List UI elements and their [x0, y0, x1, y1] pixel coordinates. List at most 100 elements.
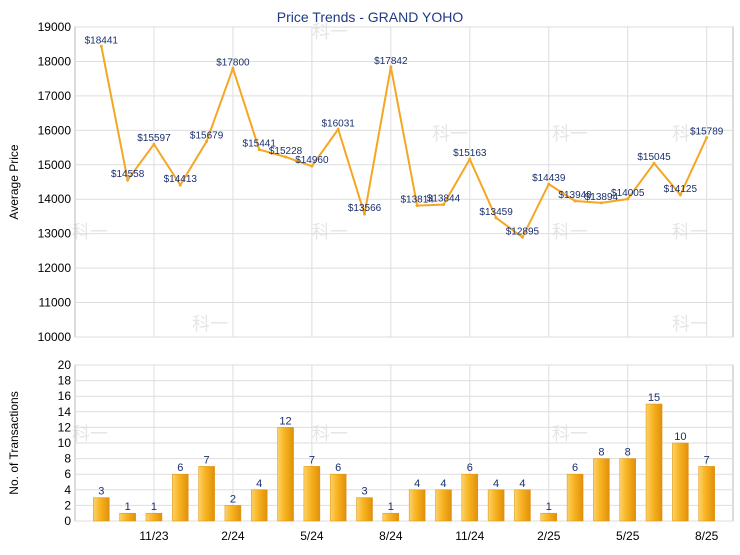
y-tick-label: 0 [64, 514, 71, 528]
price-data-label: $14960 [295, 155, 329, 166]
transaction-data-label: 7 [309, 454, 315, 466]
transaction-bar [619, 458, 636, 522]
price-point [363, 212, 367, 216]
price-data-label: $14005 [611, 188, 645, 199]
x-tick-label: 11/24 [455, 529, 484, 543]
price-data-label: $13459 [479, 207, 513, 218]
price-point [626, 197, 630, 201]
transaction-bar [250, 489, 268, 522]
watermark-text: 科一 [72, 424, 108, 444]
price-data-label: $18441 [85, 35, 119, 46]
y-axis-label: No. of Transactions [7, 391, 21, 494]
transaction-bar [566, 473, 584, 522]
x-tick-label: 8/24 [379, 529, 403, 543]
transaction-bar [93, 497, 110, 522]
y-tick-label: 11000 [39, 296, 72, 310]
price-point [468, 157, 472, 161]
transaction-bar [645, 403, 663, 522]
transaction-bar [145, 512, 163, 522]
price-panel: 10000 11000 12000 13000 14000 15000 16000 17000… [7, 20, 734, 344]
transaction-data-label: 2 [230, 493, 236, 505]
watermark-text: 科一 [312, 22, 348, 42]
price-data-label: $12895 [506, 226, 540, 237]
watermark-text: 科一 [312, 222, 348, 242]
transaction-data-label: 7 [704, 454, 710, 466]
price-point [126, 178, 130, 182]
price-point [494, 216, 498, 220]
price-data-label: $13949 [558, 190, 592, 201]
x-tick-label: 11/23 [139, 529, 168, 543]
transaction-data-label: 1 [151, 501, 157, 513]
price-point [652, 161, 656, 165]
y-tick-label: 18 [58, 374, 72, 388]
transaction-bar [461, 473, 479, 522]
y-axis-label: Average Price [7, 144, 21, 219]
transaction-bar [672, 442, 689, 522]
price-data-label: $14439 [532, 173, 566, 184]
transaction-data-label: 15 [648, 392, 660, 404]
price-line [100, 46, 708, 239]
price-data-label: $13814 [400, 195, 434, 206]
transaction-data-label: 10 [674, 431, 686, 443]
price-data-label: $17842 [374, 56, 408, 67]
x-tick-label: 5/25 [616, 529, 640, 543]
price-point [547, 182, 551, 186]
watermark-text: 科一 [192, 314, 228, 334]
transaction-bar [408, 489, 426, 522]
watermark-text: 科一 [432, 124, 468, 144]
y-tick-label: 14000 [38, 192, 72, 206]
transaction-bar [198, 466, 215, 522]
price-point [705, 136, 709, 140]
transaction-data-label: 4 [493, 478, 499, 490]
price-data-label: $13894 [585, 192, 619, 203]
transaction-bar [435, 489, 452, 522]
y-tick-label: 15000 [38, 158, 72, 172]
transaction-bar [119, 512, 136, 522]
chart-title: Price Trends - GRAND YOHO [277, 9, 464, 25]
price-point [257, 148, 261, 152]
transaction-data-label: 1 [388, 501, 394, 513]
transaction-data-label: 8 [598, 447, 604, 459]
price-data-label: $15228 [269, 146, 303, 157]
price-point [389, 65, 393, 69]
price-data-label: $13844 [427, 194, 461, 205]
transaction-bar [382, 512, 400, 522]
y-tick-label: 12 [58, 420, 72, 434]
price-data-label: $13566 [348, 203, 382, 214]
transaction-bar [303, 466, 321, 522]
y-tick-label: 6 [64, 467, 71, 481]
watermark-text: 科一 [672, 124, 708, 144]
y-tick-label: 13000 [38, 227, 72, 241]
price-point [520, 235, 524, 239]
y-tick-label: 12000 [38, 261, 72, 275]
transaction-data-label: 6 [467, 462, 473, 474]
watermark-text: 科一 [72, 222, 108, 242]
price-point [336, 127, 340, 131]
watermark-text: 科一 [672, 314, 708, 334]
price-data-label: $15163 [453, 148, 487, 159]
y-tick-label: 18000 [38, 54, 72, 68]
price-point [441, 203, 445, 207]
x-tick-label: 8/25 [695, 529, 719, 543]
price-point [99, 44, 103, 48]
price-point [599, 201, 603, 205]
transaction-bar [593, 458, 610, 522]
transaction-bar [540, 512, 558, 522]
transaction-bar [277, 427, 294, 522]
transaction-data-label: 8 [625, 447, 631, 459]
transaction-bar [698, 466, 715, 522]
y-tick-label: 20 [58, 358, 72, 372]
price-data-label: $15045 [637, 152, 671, 163]
transaction-bar [514, 489, 531, 522]
transaction-data-label: 3 [98, 486, 104, 498]
transaction-bar [329, 473, 347, 522]
price-data-label: $14125 [664, 184, 698, 195]
transaction-bar [224, 505, 242, 522]
transaction-bar [487, 489, 505, 522]
price-point [231, 66, 235, 70]
watermark-text: 科一 [312, 424, 348, 444]
x-tick-label: 2/25 [537, 529, 561, 543]
